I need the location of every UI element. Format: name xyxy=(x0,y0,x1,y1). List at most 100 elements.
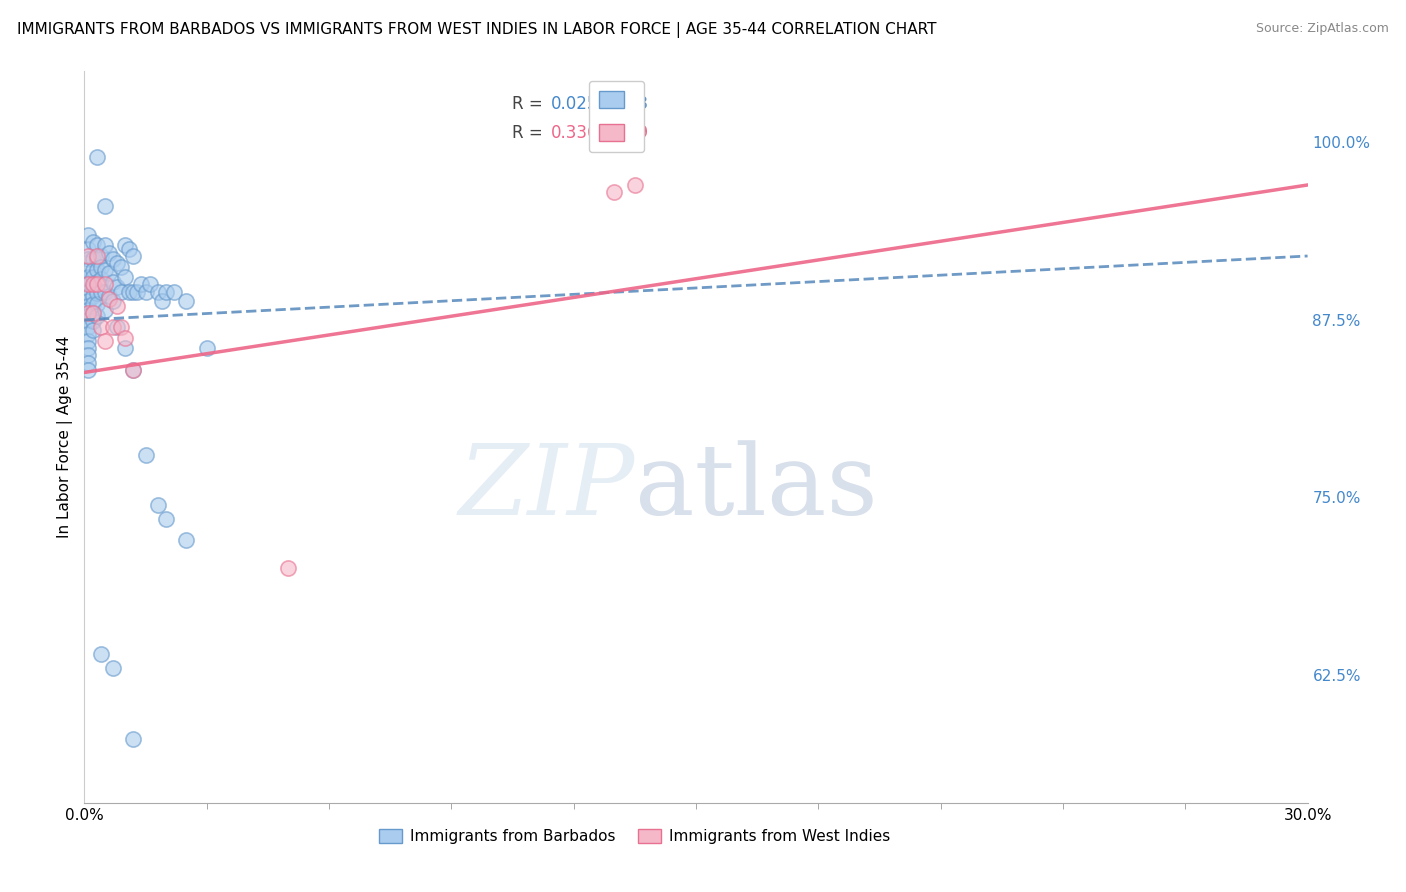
Point xyxy=(82,277,104,292)
Point xyxy=(135,285,157,299)
Point xyxy=(82,252,104,266)
Point xyxy=(105,320,128,334)
Point xyxy=(131,277,153,292)
Text: N =: N = xyxy=(592,124,640,142)
Text: 0.025: 0.025 xyxy=(550,95,598,113)
Point xyxy=(138,277,160,292)
Point xyxy=(77,249,100,263)
Point xyxy=(93,263,115,277)
Point xyxy=(86,150,108,164)
Text: 19: 19 xyxy=(627,124,648,142)
Point xyxy=(93,302,115,317)
Text: 83: 83 xyxy=(627,95,648,113)
Point xyxy=(114,331,136,345)
Point xyxy=(105,280,128,294)
Point xyxy=(77,252,100,266)
Point xyxy=(122,285,145,299)
Point xyxy=(97,289,120,303)
Point xyxy=(77,362,100,376)
Point xyxy=(77,302,100,317)
Point xyxy=(114,341,136,355)
Point xyxy=(110,320,132,334)
Point xyxy=(163,285,186,299)
Point xyxy=(86,252,108,266)
Point xyxy=(77,341,100,355)
Point xyxy=(82,314,104,328)
Point xyxy=(105,256,128,270)
Point xyxy=(122,362,145,376)
Point xyxy=(110,260,132,275)
Point xyxy=(90,647,112,661)
Point xyxy=(77,320,100,334)
Point xyxy=(97,292,120,306)
Point xyxy=(105,299,128,313)
Point xyxy=(624,178,647,192)
Point xyxy=(77,334,100,349)
Point xyxy=(82,280,104,294)
Point xyxy=(93,285,115,299)
Y-axis label: In Labor Force | Age 35-44: In Labor Force | Age 35-44 xyxy=(58,336,73,538)
Point xyxy=(155,512,177,526)
Point xyxy=(101,252,124,266)
Point xyxy=(90,271,112,285)
Point xyxy=(77,285,100,299)
Legend: Immigrants from Barbados, Immigrants from West Indies: Immigrants from Barbados, Immigrants fro… xyxy=(374,822,896,850)
Text: IMMIGRANTS FROM BARBADOS VS IMMIGRANTS FROM WEST INDIES IN LABOR FORCE | AGE 35-: IMMIGRANTS FROM BARBADOS VS IMMIGRANTS F… xyxy=(17,22,936,38)
Text: 0.336: 0.336 xyxy=(550,124,598,142)
Point xyxy=(82,235,104,249)
Point xyxy=(82,289,104,303)
Point xyxy=(277,561,299,575)
Point xyxy=(97,266,120,280)
Point xyxy=(77,277,100,292)
Point xyxy=(90,285,112,299)
Point xyxy=(114,237,136,252)
Point xyxy=(135,448,157,462)
Point xyxy=(82,306,104,320)
Point xyxy=(146,498,169,512)
Point xyxy=(82,297,104,311)
Point xyxy=(195,341,218,355)
Point xyxy=(155,285,177,299)
Point xyxy=(82,323,104,337)
Point xyxy=(110,285,132,299)
Point xyxy=(90,320,112,334)
Point xyxy=(101,294,124,309)
Point xyxy=(93,334,115,349)
Point xyxy=(97,246,120,260)
Point xyxy=(127,285,149,299)
Text: N =: N = xyxy=(592,95,640,113)
Point xyxy=(146,285,169,299)
Point xyxy=(603,185,626,199)
Point xyxy=(93,199,115,213)
Point xyxy=(86,297,108,311)
Point xyxy=(77,242,100,256)
Point xyxy=(174,294,197,309)
Point xyxy=(122,249,145,263)
Point xyxy=(174,533,197,547)
Point xyxy=(93,237,115,252)
Point xyxy=(77,299,100,313)
Point xyxy=(90,260,112,275)
Point xyxy=(77,227,100,242)
Point xyxy=(86,237,108,252)
Point xyxy=(77,348,100,362)
Point xyxy=(122,731,145,746)
Point xyxy=(114,270,136,285)
Text: ZIP: ZIP xyxy=(458,441,636,536)
Point xyxy=(150,294,173,309)
Point xyxy=(86,275,108,289)
Text: R =: R = xyxy=(513,124,548,142)
Text: R =: R = xyxy=(513,95,548,113)
Point xyxy=(77,294,100,309)
Point xyxy=(77,306,100,320)
Point xyxy=(82,306,104,320)
Point xyxy=(77,289,100,303)
Point xyxy=(82,263,104,277)
Point xyxy=(77,327,100,342)
Point xyxy=(77,263,100,277)
Point xyxy=(101,661,124,675)
Point xyxy=(93,277,115,292)
Point xyxy=(77,309,100,323)
Point xyxy=(86,277,108,292)
Point xyxy=(118,242,141,256)
